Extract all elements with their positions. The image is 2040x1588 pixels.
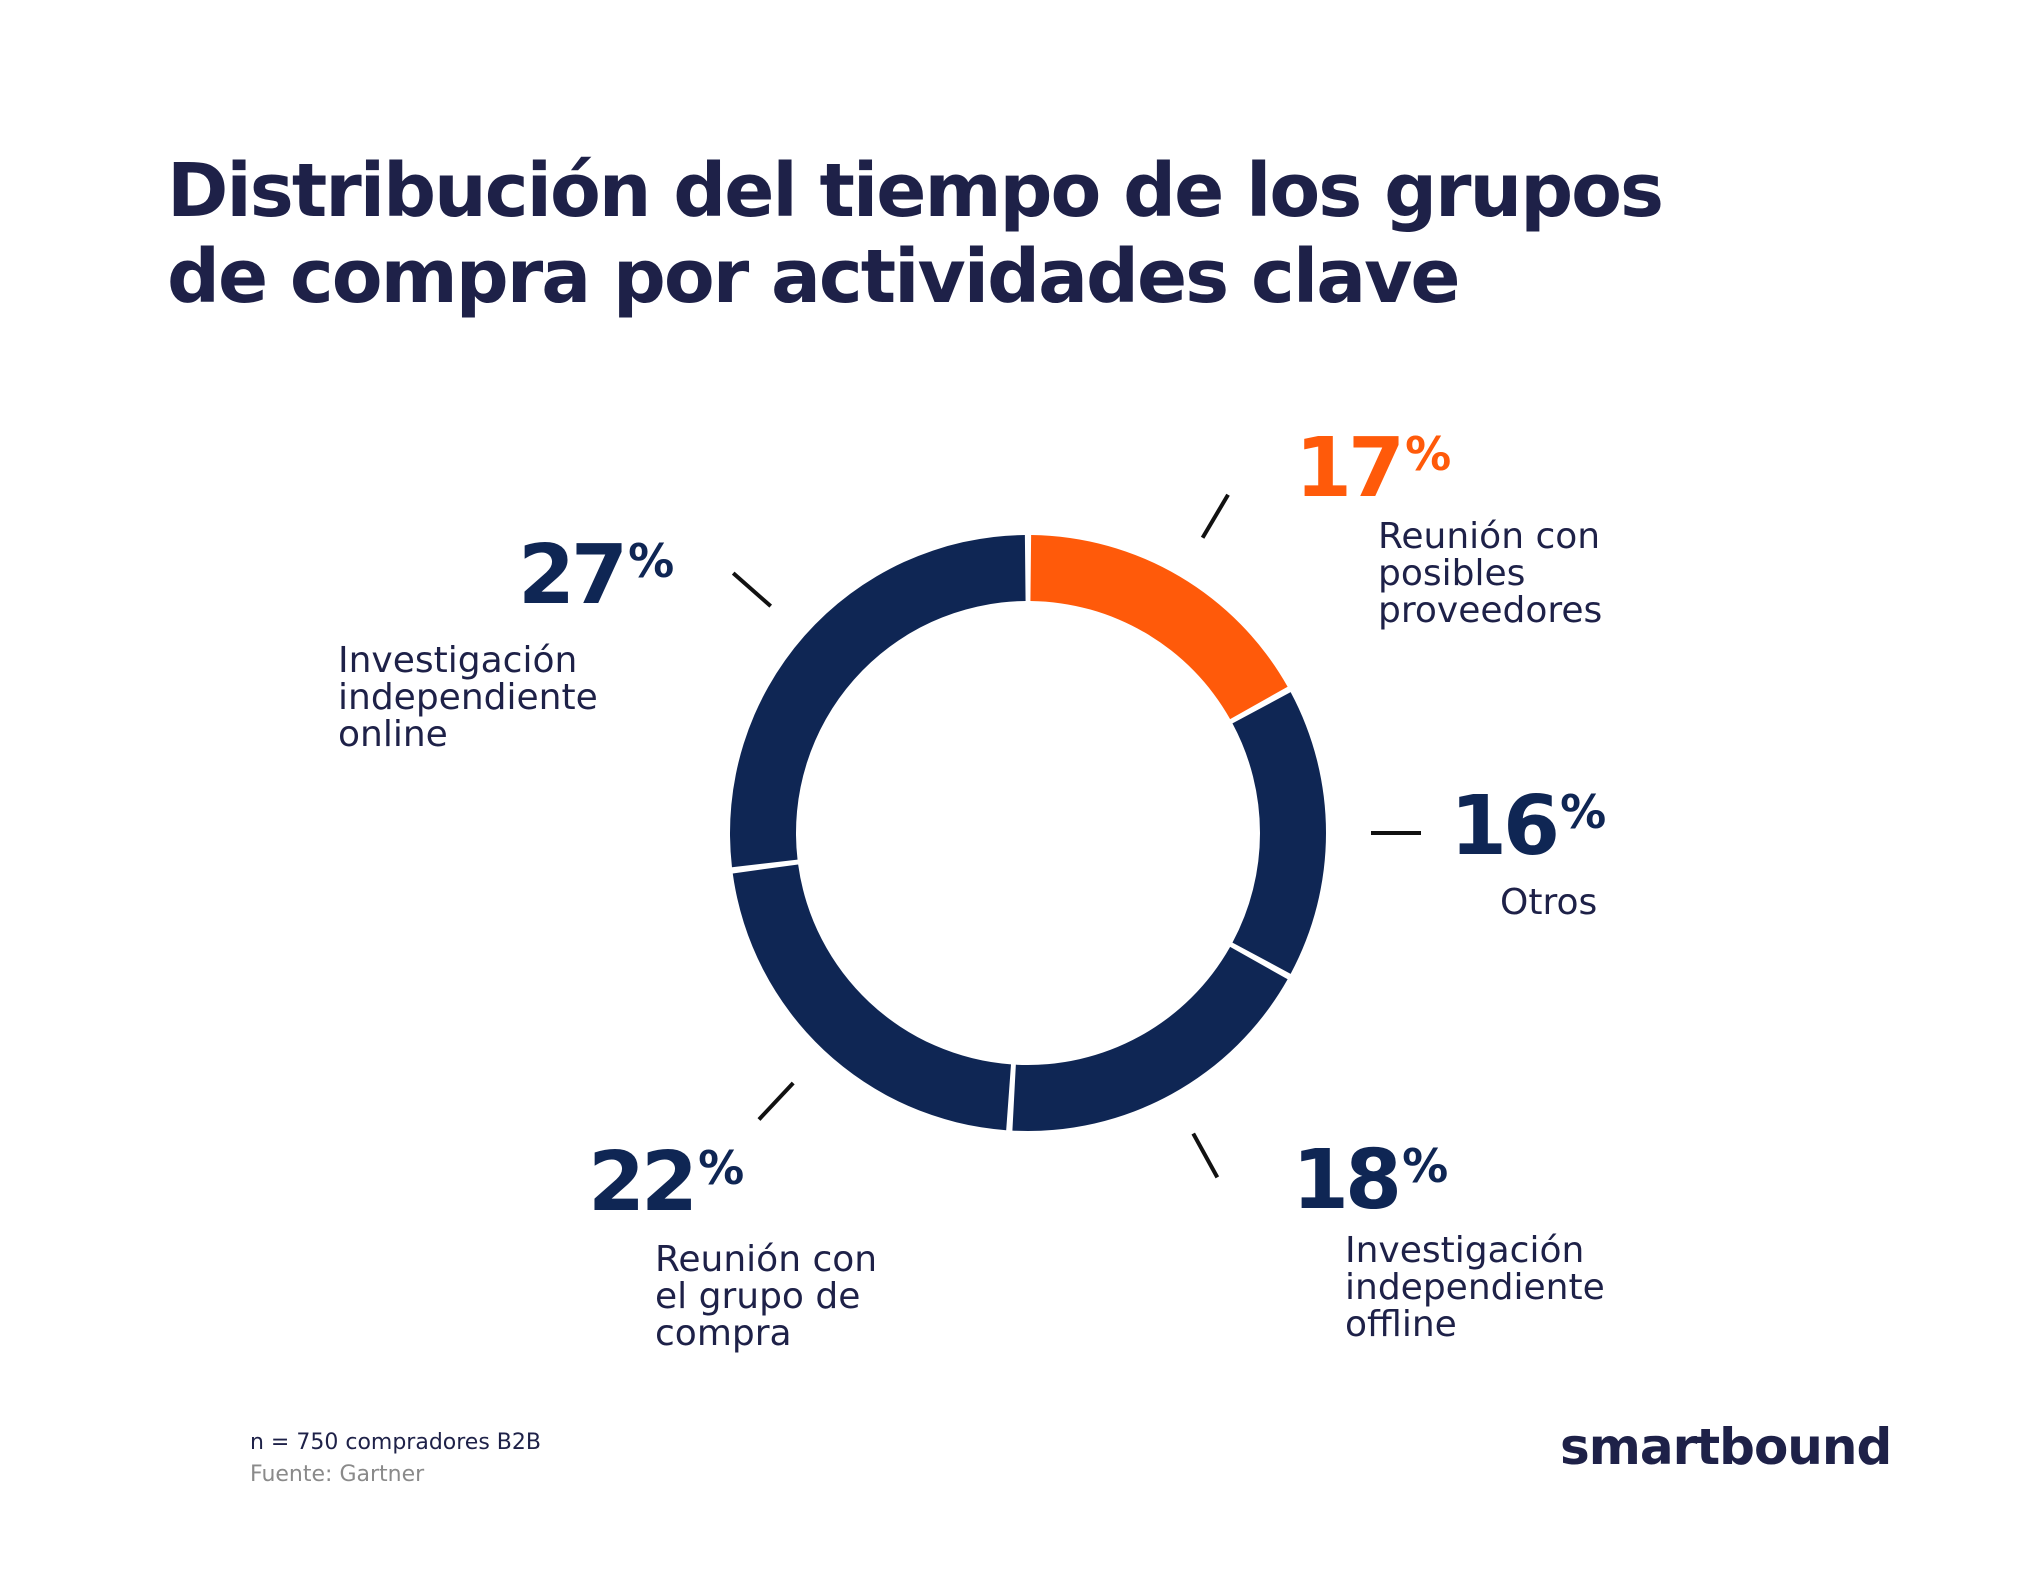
- slice-label: Reunión con el grupo de compra: [655, 1239, 878, 1354]
- sample-note: n = 750 compradores B2B: [250, 1430, 541, 1455]
- slice-reunion-proveedores: [1030, 535, 1288, 720]
- brand-logo: smartbound: [1560, 1418, 1892, 1476]
- chart-title: Distribución del tiempo de los grupos de…: [167, 148, 1867, 320]
- slice-label: Reunión con posibles proveedores: [1378, 516, 1603, 631]
- slice-reunion-grupo: [732, 864, 1012, 1131]
- data-label-percent: 17%: [1295, 421, 1452, 516]
- data-label-percent: 27%: [518, 528, 675, 623]
- slice-investigacion-online: [730, 535, 1026, 868]
- source-note: Fuente: Gartner: [250, 1462, 425, 1487]
- leader-line: [1200, 493, 1230, 539]
- slice-investigacion-offline: [1012, 946, 1288, 1131]
- leader-line: [757, 1081, 795, 1121]
- leader-line: [731, 571, 773, 608]
- slice-label: Otros: [1500, 882, 1598, 923]
- slice-otros: [1232, 692, 1326, 974]
- chart-title-line-2: de compra por actividades clave: [167, 234, 1461, 320]
- leader-line: [1191, 1132, 1220, 1179]
- data-label-percent: 22%: [588, 1135, 745, 1230]
- slice-label: Investigación independiente online: [338, 640, 598, 755]
- chart-title-line-1: Distribución del tiempo de los grupos: [167, 148, 1664, 234]
- data-label-percent: 16%: [1450, 779, 1607, 874]
- slice-label: Investigación independiente offline: [1345, 1230, 1605, 1345]
- data-label-percent: 18%: [1292, 1133, 1449, 1228]
